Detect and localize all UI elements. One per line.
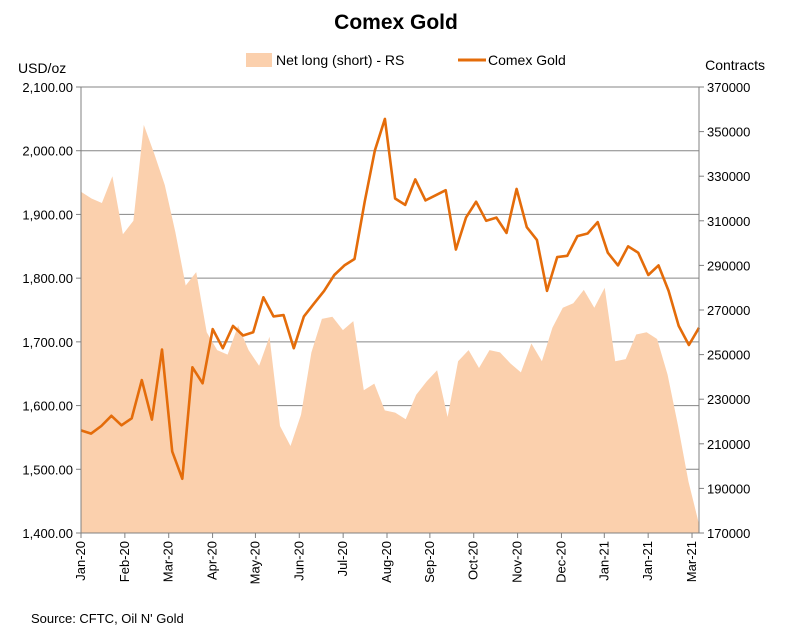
right-tick-label: 310000 <box>707 214 750 229</box>
left-tick-label: 1,800.00 <box>22 271 73 286</box>
left-tick-label: 1,900.00 <box>22 207 73 222</box>
left-axis-unit-label: USD/oz <box>18 60 66 76</box>
right-tick-label: 230000 <box>707 392 750 407</box>
x-tick-label: Feb-20 <box>117 541 132 582</box>
x-tick-label: Jan-21 <box>596 541 611 581</box>
x-tick-label: Jul-20 <box>335 541 350 576</box>
chart-title: Comex Gold <box>334 11 458 34</box>
net-long-area-layer <box>81 124 699 534</box>
left-axis-ticks: 1,400.00 1,500.00 1,600.00 1,700.00 1,800.00… <box>22 80 81 541</box>
comex-gold-line-layer <box>80 117 701 481</box>
x-tick-label: Sep-20 <box>422 541 437 583</box>
right-axis-ticks: 170000 190000 210000 230000 250000 270000 2900… <box>699 80 750 541</box>
left-tick-label: 1,400.00 <box>22 526 73 541</box>
x-tick-label: Jan-21 <box>640 541 655 581</box>
right-tick-label: 290000 <box>707 258 750 273</box>
x-tick-label: Dec-20 <box>553 541 568 583</box>
x-tick-label: May-20 <box>247 541 262 584</box>
right-tick-label: 190000 <box>707 481 750 496</box>
legend-area-label: Net long (short) - RS <box>276 52 404 68</box>
x-tick-label: Nov-20 <box>510 541 525 583</box>
x-tick-label: Mar-20 <box>161 541 176 582</box>
right-tick-label: 250000 <box>707 348 750 363</box>
right-tick-label: 170000 <box>707 526 750 541</box>
x-tick-label: Jun-20 <box>291 541 306 581</box>
x-tick-label: Jan-20 <box>73 541 88 581</box>
right-tick-label: 210000 <box>707 437 750 452</box>
left-tick-label: 1,500.00 <box>22 462 73 477</box>
legend: Net long (short) - RS Comex Gold <box>246 52 566 68</box>
left-tick-label: 1,700.00 <box>22 335 73 350</box>
right-tick-label: 330000 <box>707 169 750 184</box>
x-axis-ticks: Jan-20 Feb-20 Mar-20 Apr-20 May-20 Jun-20 Jul-… <box>73 533 699 584</box>
legend-area-swatch <box>246 53 272 67</box>
left-tick-label: 2,000.00 <box>22 144 73 159</box>
left-tick-label: 2,100.00 <box>22 80 73 95</box>
right-tick-label: 270000 <box>707 303 750 318</box>
x-tick-label: Aug-20 <box>379 541 394 583</box>
legend-line-label: Comex Gold <box>488 52 566 68</box>
right-tick-label: 370000 <box>707 80 750 95</box>
source-note: Source: CFTC, Oil N' Gold <box>31 611 184 626</box>
x-tick-label: Mar-21 <box>684 541 699 582</box>
x-tick-label: Apr-20 <box>205 541 220 580</box>
comex-gold-line <box>80 117 701 481</box>
right-axis-unit-label: Contracts <box>705 57 765 73</box>
plot-frame <box>80 86 700 534</box>
right-tick-label: 350000 <box>707 125 750 140</box>
x-tick-label: Oct-20 <box>466 541 481 580</box>
left-tick-label: 1,600.00 <box>22 399 73 414</box>
net-long-area <box>81 124 699 534</box>
